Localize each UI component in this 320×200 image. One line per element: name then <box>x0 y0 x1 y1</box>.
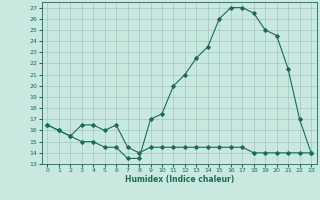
X-axis label: Humidex (Indice chaleur): Humidex (Indice chaleur) <box>124 175 234 184</box>
